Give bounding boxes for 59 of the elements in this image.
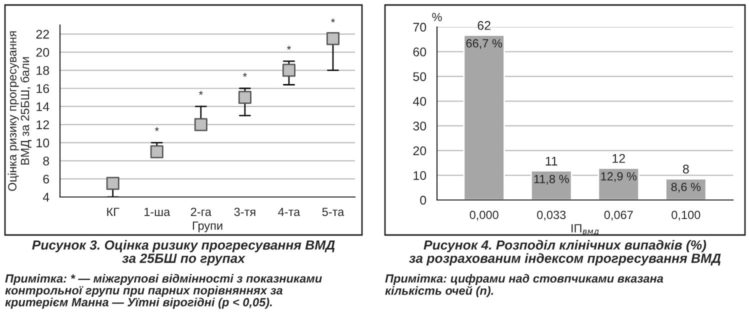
data-label: 12,9 % [601,172,637,182]
point [238,90,252,104]
text: Примітка: * — міжгрупові відмінності з показниками контрольної групи при парних порівняннях за критерієм Манна — Уїтні вірогідні (p < 0,05). [5,274,322,309]
x-tick-label: 2-га [190,208,212,216]
x-tick-label: 0,067 [604,210,633,220]
x-tick-label: КГ [107,208,120,216]
y-axis-title: % [432,12,442,22]
y-axis-title: Оцінка ризику прогресування ВМД за 25БШ, бали [8,31,32,191]
point [194,118,208,132]
y-tick-label: 16 [36,84,50,94]
bar [598,167,640,200]
y-tick-label: 10 [414,171,426,180]
y-tick-label: 12 [36,120,49,130]
x-tick-label: 4-та [278,208,300,216]
x-tick-label: 1-ша [144,208,170,216]
bar [530,170,572,200]
x-tick-label: 0,033 [537,210,566,220]
data-label: 11,8 % [534,174,569,185]
text: Примітка: цифрами над стовпчиками вказана кількість очей (n). [385,274,664,298]
x-tick-label: 0,100 [672,210,700,220]
y-tick-label: 6 [43,174,50,184]
x-tick-label: 0,000 [470,210,498,220]
annotation: 12 [612,154,625,163]
x-axis-title: ІП$_{вмд}$ [572,224,599,236]
x-tick-label: 5-та [322,208,344,216]
annotation: * [286,46,291,50]
y-tick-label: 10 [36,138,50,148]
annotation: * [331,18,335,22]
y-tick-label: 20 [413,146,426,156]
x-tick-label: 3-тя [234,208,256,216]
y-tick-label: 70 [413,22,426,32]
text: Рисунок 4. Розподіл клінічних випадків (%) за розрахованим індексом прогресування ВМД [409,240,721,266]
y-tick-label: 8 [43,156,50,166]
annotation: * [198,90,203,95]
y-tick-label: 60 [413,48,426,56]
y-tick-label: 14 [36,102,50,112]
annotation: 11 [546,156,558,166]
point [282,64,296,77]
y-tick-label: 20 [36,48,50,57]
y-tick-label: 40 [412,96,426,106]
annotation: 62 [478,21,490,30]
text: Рисунок 3. Оцінка ризику прогресування ВМД за 25БШ по групах [32,240,335,266]
x-axis-title: Групи [192,222,222,232]
y-tick-label: 4 [42,192,50,202]
point [150,145,164,158]
y-tick-label: 18 [36,66,50,75]
y-tick-label: 30 [413,122,426,131]
annotation: * [242,72,247,77]
y-tick-label: 22 [36,30,49,39]
point [106,176,120,190]
point [326,32,340,46]
annotation: * [154,127,159,132]
annotation: 8 [682,164,689,174]
y-tick-label: 50 [413,72,426,82]
bar [463,34,505,200]
data-label: 8,6 % [671,182,701,193]
bar [665,178,707,200]
y-tick-label: 0 [420,196,426,205]
data-label: 66,7 % [466,39,502,49]
